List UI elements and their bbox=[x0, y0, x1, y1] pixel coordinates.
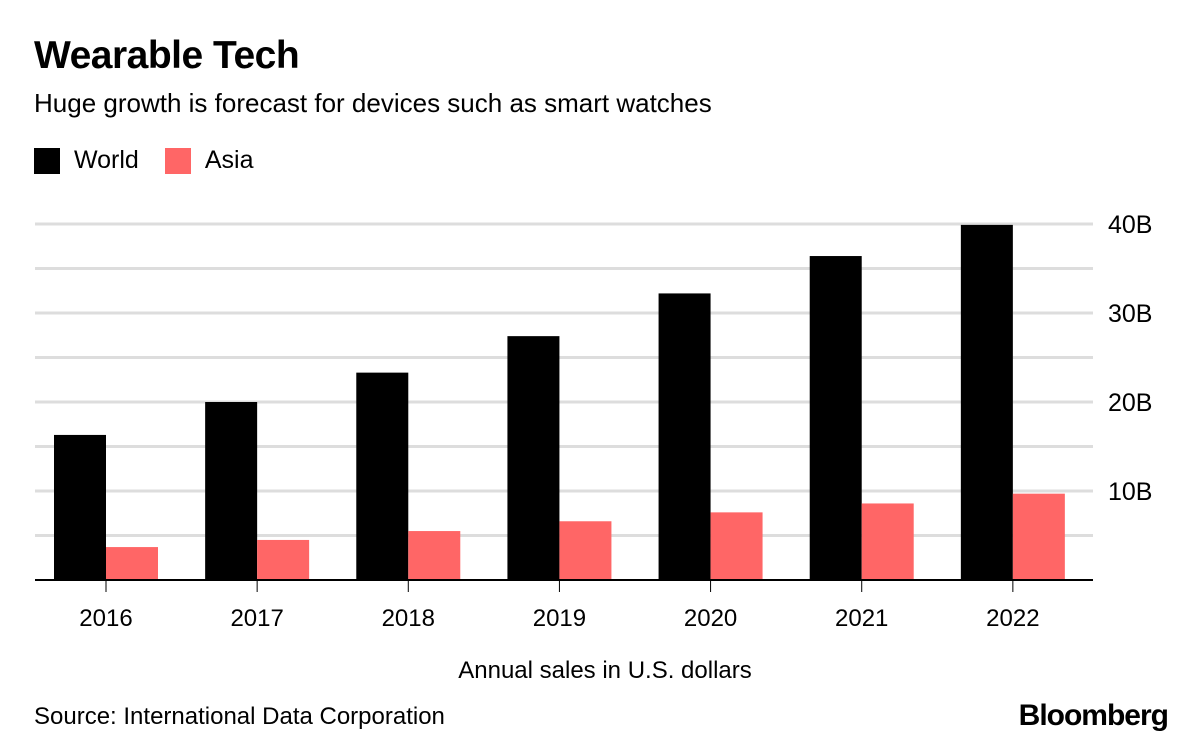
x-tick-label: 2019 bbox=[533, 605, 586, 632]
bar-asia-2020 bbox=[710, 512, 763, 580]
y-tick-label: 10B bbox=[1108, 478, 1152, 506]
y-tick-label: 30B bbox=[1108, 300, 1152, 328]
x-tick-label: 2020 bbox=[684, 605, 737, 632]
bar-world-2021 bbox=[809, 256, 862, 580]
legend-swatch-world bbox=[34, 147, 60, 174]
bar-world-2016 bbox=[54, 434, 106, 580]
bar-asia-2016 bbox=[106, 547, 158, 580]
x-axis-label: Annual sales in U.S. dollars bbox=[458, 657, 752, 684]
legend-label-world: World bbox=[74, 146, 139, 174]
source-note: Source: International Data Corporation bbox=[34, 703, 445, 730]
bloomberg-logo: Bloomberg bbox=[1018, 699, 1169, 732]
x-tick-label: 2016 bbox=[79, 605, 132, 632]
x-tick-label: 2017 bbox=[230, 605, 283, 632]
bar-world-2022 bbox=[960, 224, 1013, 580]
bar-world-2020 bbox=[658, 293, 711, 580]
bar-asia-2018 bbox=[408, 531, 461, 580]
bar-asia-2019 bbox=[559, 521, 612, 580]
bar-world-2018 bbox=[356, 372, 409, 580]
legend-label-asia: Asia bbox=[204, 146, 254, 174]
bar-asia-2021 bbox=[861, 503, 914, 580]
x-tick-label: 2022 bbox=[986, 605, 1039, 632]
legend: World Asia bbox=[34, 146, 279, 175]
bar-asia-2017 bbox=[257, 539, 310, 580]
bar-world-2017 bbox=[205, 402, 258, 580]
legend-item-asia: Asia bbox=[164, 146, 254, 175]
legend-swatch-asia bbox=[164, 147, 191, 174]
chart-subtitle: Huge growth is forecast for devices such… bbox=[34, 88, 712, 118]
legend-item-world: World bbox=[34, 146, 139, 175]
bar-asia-2022 bbox=[1012, 493, 1065, 580]
x-tick-label: 2021 bbox=[835, 605, 888, 632]
bar-world-2019 bbox=[507, 336, 560, 580]
chart-title: Wearable Tech bbox=[34, 34, 300, 77]
x-tick-label: 2018 bbox=[382, 605, 435, 632]
y-tick-label: 40B bbox=[1108, 211, 1152, 239]
y-tick-label: 20B bbox=[1108, 389, 1152, 417]
